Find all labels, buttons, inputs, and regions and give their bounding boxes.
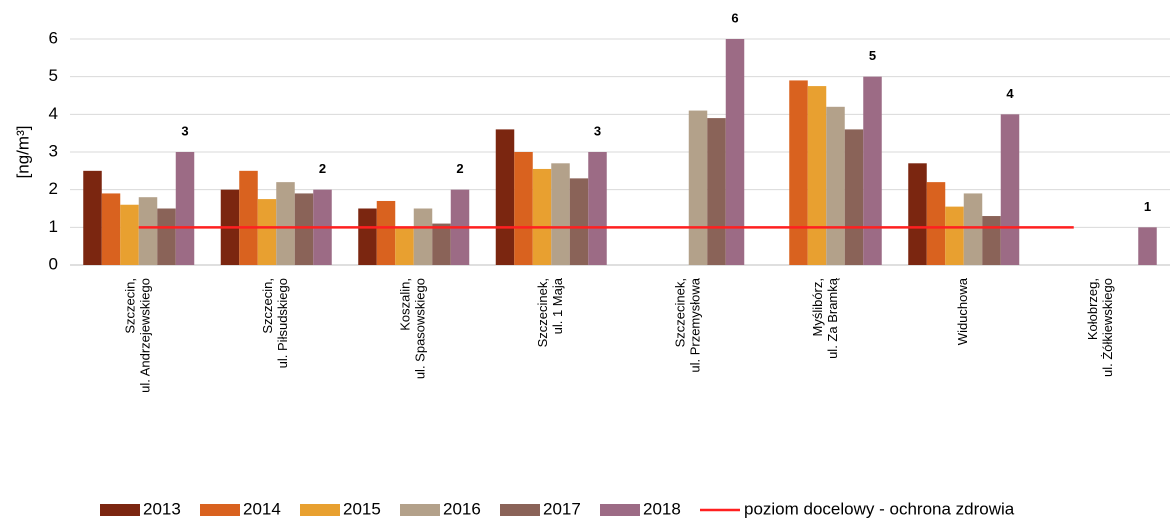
legend-label: 2016 (443, 499, 481, 518)
bar (138, 197, 158, 265)
bar (963, 193, 983, 265)
data-label: 4 (1006, 86, 1014, 101)
legend-label: 2013 (143, 499, 181, 518)
legend-swatch (100, 504, 140, 516)
bar (358, 208, 377, 265)
bar (432, 223, 451, 265)
bar (395, 227, 414, 265)
y-axis-label: [ng/m³] (13, 126, 32, 179)
x-tick-label: Myślibórz, (810, 278, 825, 337)
data-label: 5 (869, 48, 876, 63)
bar (863, 76, 882, 266)
data-label: 2 (456, 161, 463, 176)
bar (588, 152, 607, 265)
bar (413, 208, 433, 265)
bar (294, 193, 314, 265)
y-tick-label: 1 (49, 217, 58, 236)
bar (926, 182, 946, 265)
legend-swatch (200, 504, 240, 516)
bar (826, 106, 845, 265)
bar (101, 193, 121, 265)
bar (175, 152, 195, 265)
bar (120, 204, 139, 265)
y-tick-label: 0 (49, 254, 58, 273)
data-label: 3 (181, 123, 188, 138)
bar (844, 129, 864, 265)
bar (945, 206, 964, 265)
bar (239, 170, 258, 265)
bar (789, 80, 808, 265)
x-tick-label: ul. Spasowskiego (413, 278, 428, 379)
bar (982, 216, 1001, 265)
x-tick-label: Kołobrzeg, (1085, 278, 1100, 340)
bar (495, 129, 515, 265)
legend-swatch (500, 504, 540, 516)
bar (807, 86, 827, 265)
y-tick-label: 6 (49, 28, 58, 47)
x-tick-label: ul. Przemysłowa (688, 277, 703, 372)
legend-label: 2014 (243, 499, 281, 518)
legend-label: poziom docelowy - ochrona zdrowia (744, 499, 1015, 518)
x-tick-label: Widuchowa (955, 277, 970, 345)
x-tick-label: ul. Andrzejewskiego (138, 278, 153, 393)
bar (376, 200, 396, 265)
data-label: 3 (594, 123, 601, 138)
legend-swatch (300, 504, 340, 516)
data-label: 1 (1144, 199, 1151, 214)
bar (688, 110, 708, 265)
x-tick-label: Koszalin, (398, 278, 413, 331)
x-tick-label: Szczecin, (123, 278, 138, 334)
bar (83, 170, 102, 265)
y-tick-label: 2 (49, 179, 58, 198)
x-tick-label: Szczecin, (260, 278, 275, 334)
bar (908, 163, 927, 265)
legend-swatch (400, 504, 440, 516)
x-tick-label: Szczecinek, (673, 278, 688, 347)
bar (1000, 114, 1020, 265)
bar (514, 152, 533, 265)
x-tick-label: ul. 1 Maja (550, 277, 565, 334)
x-tick-label: ul. Piłsudskiego (275, 278, 290, 368)
data-label: 2 (319, 161, 326, 176)
x-tick-label: ul. Żółkiewskiego (1100, 278, 1115, 377)
data-label: 6 (731, 10, 738, 25)
y-tick-label: 3 (49, 141, 58, 160)
legend-label: 2017 (543, 499, 581, 518)
bar (551, 163, 570, 265)
bar (707, 118, 726, 265)
bar (532, 168, 552, 265)
bar (157, 208, 176, 265)
bar (569, 178, 589, 265)
x-tick-label: Szczecinek, (535, 278, 550, 347)
bar (1138, 227, 1157, 265)
legend-label: 2015 (343, 499, 381, 518)
bar (276, 182, 295, 265)
y-tick-label: 4 (49, 104, 58, 123)
legend-swatch (600, 504, 640, 516)
legend-label: 2018 (643, 499, 681, 518)
x-tick-label: ul. Za Bramką (825, 277, 840, 359)
bar (257, 199, 277, 265)
y-tick-label: 5 (49, 66, 58, 85)
bar (725, 39, 745, 265)
